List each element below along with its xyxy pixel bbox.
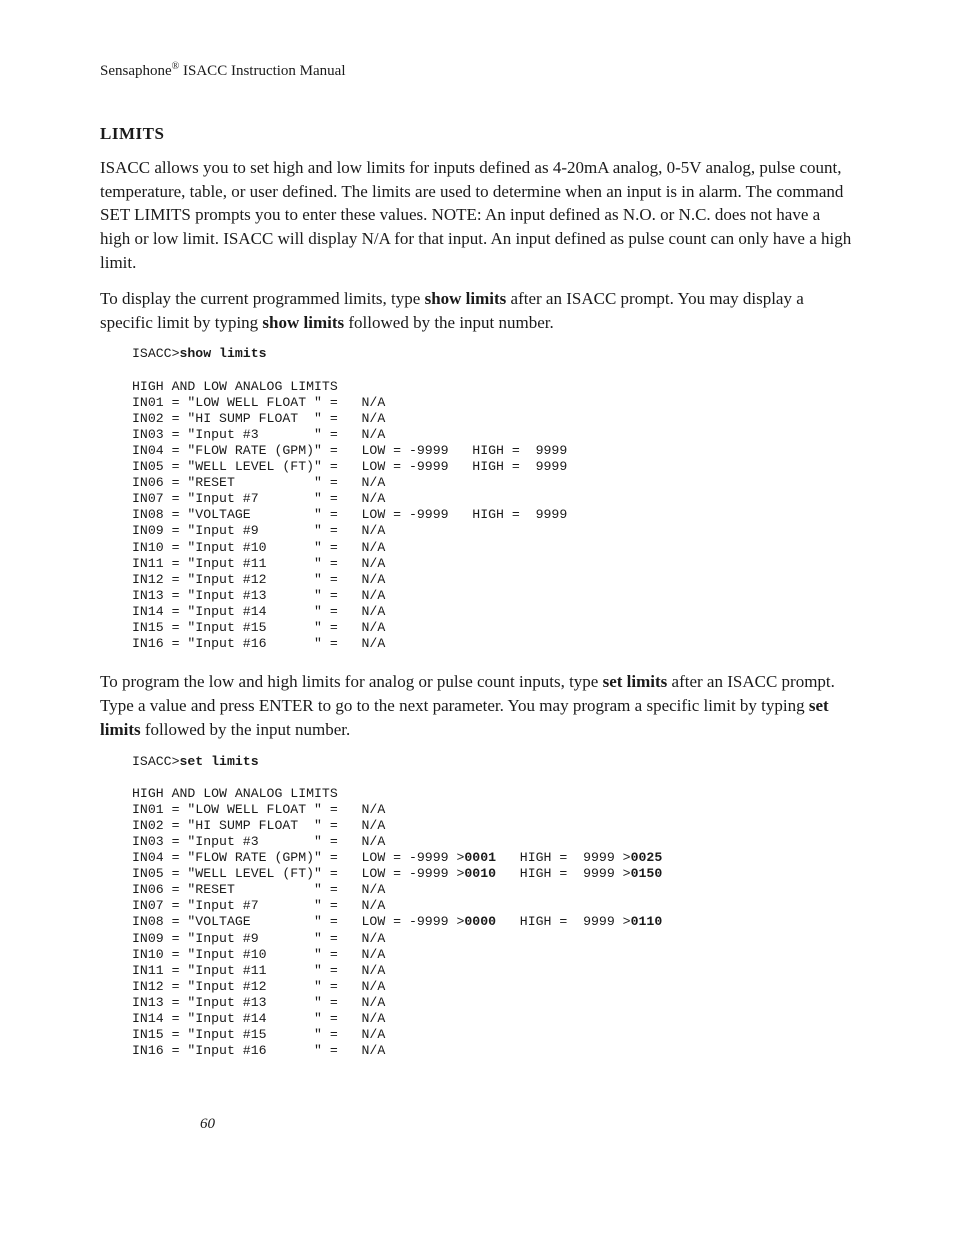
bold-command: show limits	[262, 313, 344, 332]
header-brand: Sensaphone	[100, 63, 172, 79]
set-limits-paragraph: To program the low and high limits for a…	[100, 670, 854, 741]
header-product: ISACC Instruction Manual	[179, 63, 345, 79]
text-span: To display the current programmed limits…	[100, 289, 425, 308]
text-span: To program the low and high limits for a…	[100, 672, 603, 691]
text-span: followed by the input number.	[344, 313, 554, 332]
text-span: followed by the input number.	[141, 720, 351, 739]
bold-command: set limits	[603, 672, 668, 691]
section-title: LIMITS	[100, 122, 854, 146]
page-number: 60	[200, 1114, 215, 1135]
code-block-set-limits: ISACC>set limits HIGH AND LOW ANALOG LIM…	[132, 754, 854, 1060]
code-block-show-limits: ISACC>show limits HIGH AND LOW ANALOG LI…	[132, 346, 854, 652]
bold-command: show limits	[425, 289, 507, 308]
show-limits-paragraph: To display the current programmed limits…	[100, 287, 854, 335]
page-header: Sensaphone® ISACC Instruction Manual	[100, 60, 854, 82]
intro-paragraph: ISACC allows you to set high and low lim…	[100, 156, 854, 275]
